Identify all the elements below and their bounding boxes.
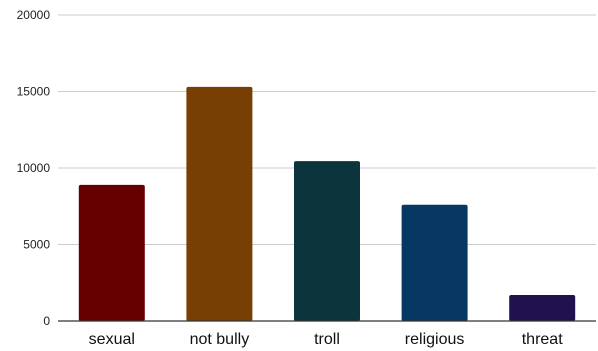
y-tick-label: 10000 [17, 161, 51, 175]
bar-not-bully [186, 86, 253, 321]
bars [78, 86, 576, 321]
y-tick-label: 0 [43, 314, 50, 328]
x-category-label: religious [405, 331, 465, 348]
y-tick-label: 15000 [17, 85, 51, 99]
bar-religious [401, 204, 468, 321]
x-category-label: threat [522, 331, 563, 348]
x-axis-category-labels: sexual not bully troll religious threat [89, 331, 564, 348]
y-tick-label: 5000 [23, 238, 50, 252]
bar-sexual [78, 184, 145, 321]
x-category-label: not bully [190, 331, 250, 348]
bar-threat [509, 294, 576, 321]
x-category-label: troll [314, 331, 340, 348]
y-tick-label: 20000 [17, 8, 51, 22]
bar-troll [294, 161, 360, 321]
x-category-label: sexual [89, 331, 135, 348]
y-axis-tick-labels: 0 5000 10000 15000 20000 [17, 8, 51, 328]
